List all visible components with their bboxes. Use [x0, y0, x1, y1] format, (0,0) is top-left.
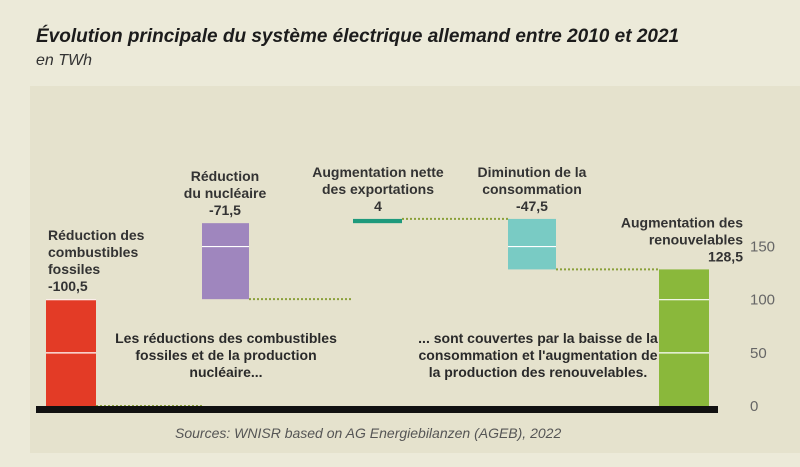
- source-note: Sources: WNISR based on AG Energiebilanz…: [175, 425, 561, 441]
- annotation-1: fossiles et de la production: [135, 347, 316, 363]
- chart-subtitle: en TWh: [36, 52, 93, 69]
- bar-3-label: Augmentation nette: [312, 164, 444, 180]
- bar-5-label: Augmentation des: [621, 214, 743, 230]
- bar-4-label: Diminution de la: [478, 164, 587, 180]
- bar-2-label: du nucléaire: [184, 185, 267, 201]
- bar-1-label: fossiles: [48, 261, 100, 277]
- y-tick-label: 50: [750, 345, 767, 362]
- annotation-1: Les réductions des combustibles: [115, 330, 337, 346]
- chart-title: Évolution principale du système électriq…: [36, 26, 680, 47]
- bar-3-label: des exportations: [322, 181, 434, 197]
- bar-2-label: Réduction: [191, 168, 259, 184]
- bar-3: [353, 218, 402, 224]
- annotation-1: nucléaire...: [189, 364, 262, 380]
- bar-4: [508, 218, 556, 270]
- bar-4-label: -47,5: [516, 198, 548, 214]
- bar-5: [659, 269, 709, 406]
- bar-1-label: Réduction des: [48, 227, 145, 243]
- baseline-bar: [36, 406, 718, 413]
- chart-panel: Réduction des combustibles fossiles -100,5 R…: [30, 86, 800, 453]
- bar-2-label: -71,5: [209, 202, 241, 218]
- bar-5-label: 128,5: [708, 248, 743, 264]
- annotation-2: consommation et l'augmentation de: [418, 347, 657, 363]
- y-axis-ticks: 0 50 100 150: [750, 239, 775, 415]
- bar-5-label: renouvelables: [649, 231, 743, 247]
- y-tick-label: 100: [750, 292, 775, 309]
- y-tick-label: 0: [750, 398, 758, 415]
- y-tick-label: 150: [750, 239, 775, 256]
- annotation-2: ... sont couvertes par la baisse de la: [418, 330, 658, 346]
- bars-group: [46, 218, 709, 406]
- bar-2: [202, 223, 249, 300]
- bar-4-label: consommation: [482, 181, 582, 197]
- bar-1-label: -100,5: [48, 278, 88, 294]
- annotations-group: Les réductions des combustiblesfossiles …: [115, 330, 658, 380]
- bar-1-label: combustibles: [48, 244, 138, 260]
- bar-3-label: 4: [374, 198, 382, 214]
- annotation-2: la production des renouvelables.: [429, 364, 648, 380]
